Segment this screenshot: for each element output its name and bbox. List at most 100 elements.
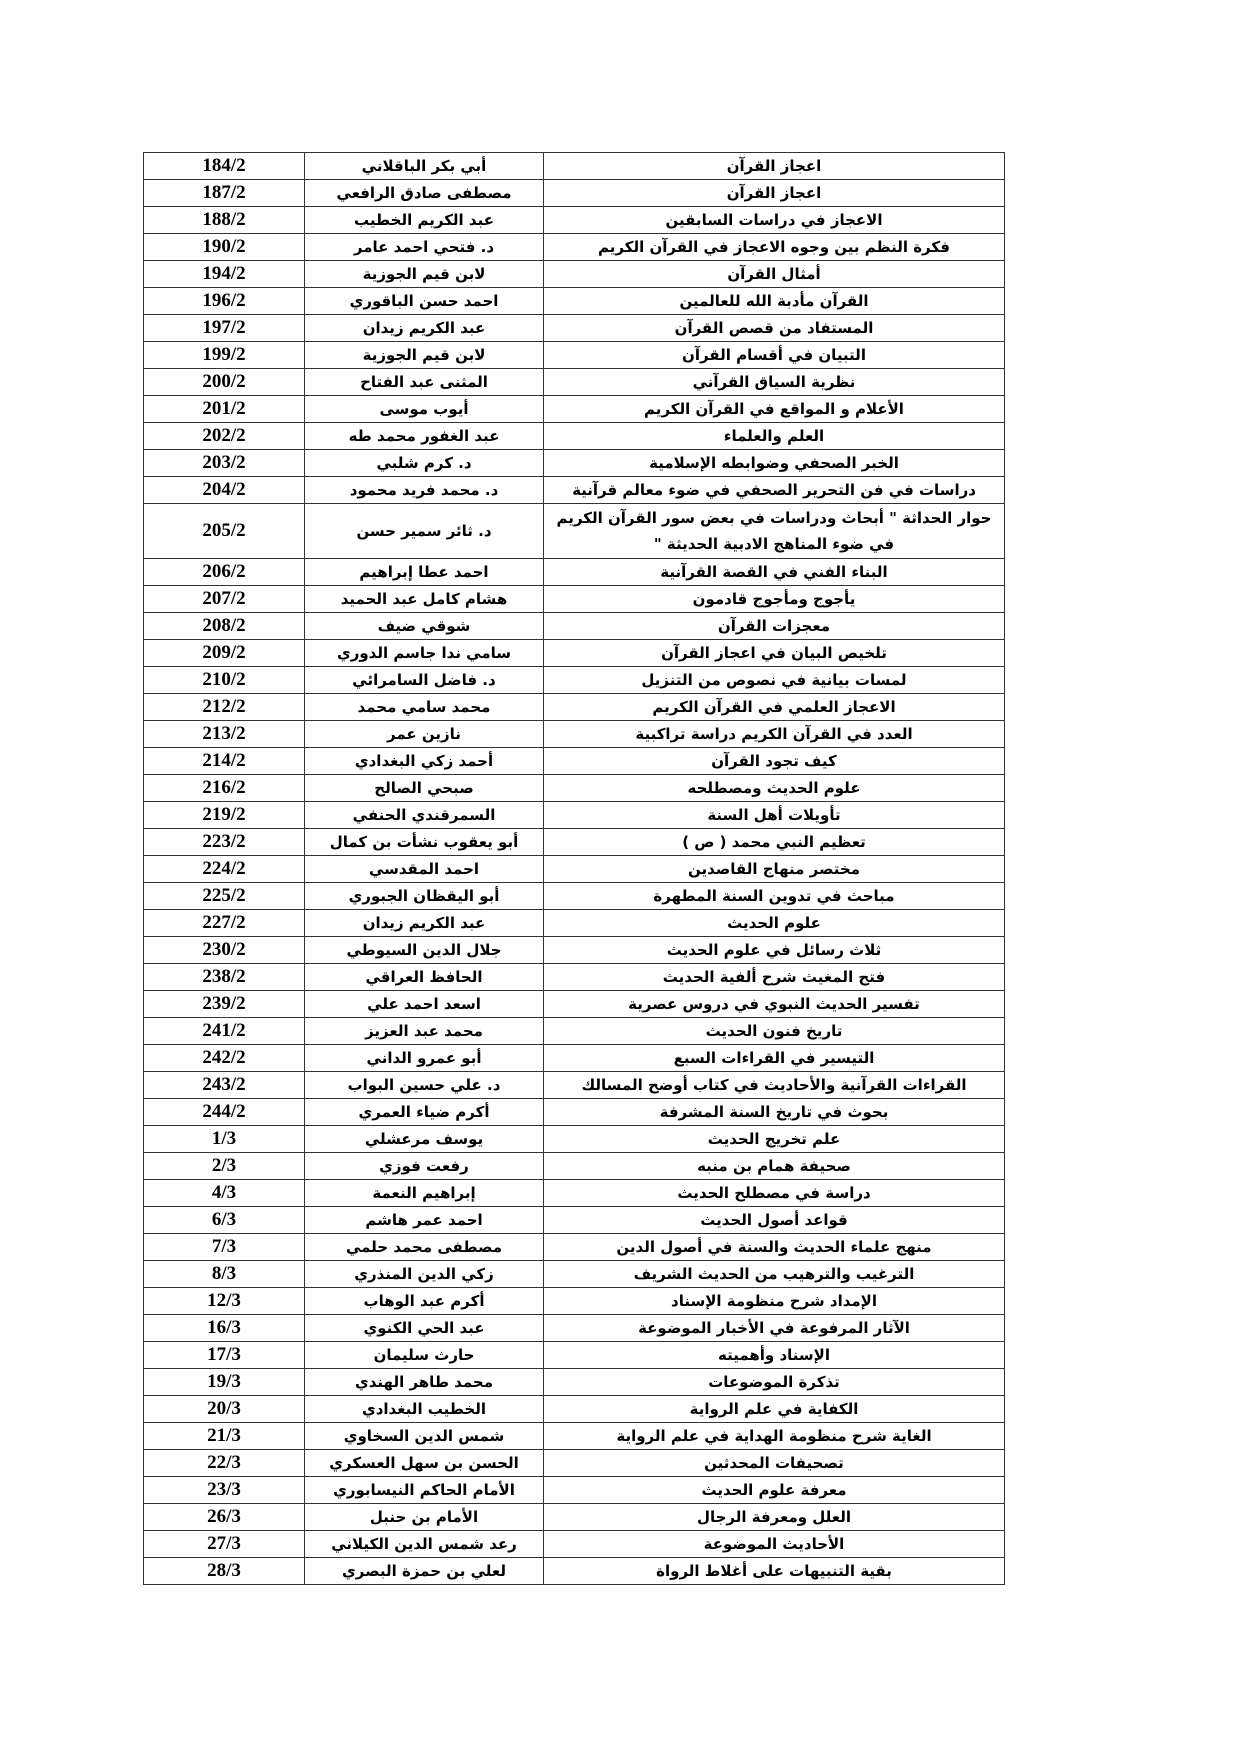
author-cell: حارث سليمان: [304, 1341, 544, 1369]
author-cell: الحسن بن سهل العسكري: [304, 1449, 544, 1477]
reference-cell: 244/2: [143, 1098, 305, 1126]
title-cell: بحوث في تاريخ السنة المشرفة: [543, 1098, 1005, 1126]
table-row: 201/2 أيوب موسى الأعلام و المواقع في القرآ…: [143, 395, 1005, 423]
title-cell: العدد في القرآن الكريم دراسة تراكبية: [543, 720, 1005, 748]
author-cell: د. ثائر سمير حسن: [304, 503, 544, 559]
title-cell: بقية التنبيهات على أغلاط الرواة: [543, 1557, 1005, 1585]
table-row: 207/2 هشام كامل عبد الحميد يأجوج ومأجوج قا…: [143, 585, 1005, 613]
title-cell: الإسناد وأهميته: [543, 1341, 1005, 1369]
title-cell: كيف تجود القرآن: [543, 747, 1005, 775]
table-row: 17/3 حارث سليمان الإسناد وأهميته: [143, 1341, 1005, 1369]
author-cell: هشام كامل عبد الحميد: [304, 585, 544, 613]
author-cell: محمد سامي محمد: [304, 693, 544, 721]
reference-cell: 17/3: [143, 1341, 305, 1369]
table-row: 188/2 عبد الكريم الخطيب الاعجاز في دراسات …: [143, 206, 1005, 234]
reference-cell: 224/2: [143, 855, 305, 883]
title-cell: القرآن مأدبة الله للعالمين: [543, 287, 1005, 315]
reference-cell: 223/2: [143, 828, 305, 856]
reference-cell: 227/2: [143, 909, 305, 937]
table-row: 23/3 الأمام الحاكم النيسابوري معرفة علوم ا…: [143, 1476, 1005, 1504]
title-cell: اعجاز القرآن: [543, 179, 1005, 207]
title-cell: علوم الحديث ومصطلحه: [543, 774, 1005, 802]
table-row: 196/2 احمد حسن الباقوري القرآن مأدبة الله …: [143, 287, 1005, 315]
table-row: 199/2 لابن قيم الجوزية التبيان في أقسام ال…: [143, 341, 1005, 369]
reference-cell: 7/3: [143, 1233, 305, 1261]
author-cell: د. فتحي احمد عامر: [304, 233, 544, 261]
table-row: 6/3 احمد عمر هاشم قواعد أصول الحديث: [143, 1206, 1005, 1234]
table-row: 16/3 عبد الحي الكنوي الآثار المرفوعة في ال…: [143, 1314, 1005, 1342]
reference-cell: 225/2: [143, 882, 305, 910]
author-cell: د. محمد فريد محمود: [304, 476, 544, 504]
author-cell: أبو يعقوب نشأت بن كمال: [304, 828, 544, 856]
title-cell: الإمداد شرح منظومة الإسناد: [543, 1287, 1005, 1315]
title-cell: الخبر الصحفي وضوابطه الإسلامية: [543, 449, 1005, 477]
reference-cell: 209/2: [143, 639, 305, 667]
title-cell: الاعجاز العلمي في القرآن الكريم: [543, 693, 1005, 721]
author-cell: صبحي الصالح: [304, 774, 544, 802]
reference-cell: 20/3: [143, 1395, 305, 1423]
title-cell: الترغيب والترهيب من الحديث الشريف: [543, 1260, 1005, 1288]
table-row: 242/2 أبو عمرو الداني التيسير في القراءات …: [143, 1044, 1005, 1072]
reference-cell: 204/2: [143, 476, 305, 504]
author-cell: المثنى عبد الفتاح: [304, 368, 544, 396]
reference-cell: 207/2: [143, 585, 305, 613]
title-cell: اعجاز القرآن: [543, 152, 1005, 180]
table-row: 12/3 أكرم عبد الوهاب الإمداد شرح منظومة ال…: [143, 1287, 1005, 1315]
reference-cell: 200/2: [143, 368, 305, 396]
books-table-body: 184/2 أبي بكر الباقلاني اعجاز القرآن 187/2 م…: [143, 152, 1005, 1585]
reference-cell: 26/3: [143, 1503, 305, 1531]
author-cell: أكرم ضياء العمري: [304, 1098, 544, 1126]
reference-cell: 4/3: [143, 1179, 305, 1207]
title-cell: تأويلات أهل السنة: [543, 801, 1005, 829]
table-row: 187/2 مصطفى صادق الرافعي اعجاز القرآن: [143, 179, 1005, 207]
title-cell: التيسير في القراءات السبع: [543, 1044, 1005, 1072]
reference-cell: 28/3: [143, 1557, 305, 1585]
reference-cell: 243/2: [143, 1071, 305, 1099]
reference-cell: 22/3: [143, 1449, 305, 1477]
table-row: 27/3 رعد شمس الدين الكيلاني الأحاديث الموض…: [143, 1530, 1005, 1558]
title-cell: أمثال القرآن: [543, 260, 1005, 288]
title-cell: الاعجاز في دراسات السابقين: [543, 206, 1005, 234]
table-row: 203/2 د. كرم شلبي الخبر الصحفي وضوابطه الإ…: [143, 449, 1005, 477]
title-cell: دراسات في فن التحرير الصحفي في ضوء معالم…: [543, 476, 1005, 504]
table-row: 219/2 السمرقندي الحنفي تأويلات أهل السنة: [143, 801, 1005, 829]
author-cell: لابن قيم الجوزية: [304, 341, 544, 369]
reference-cell: 241/2: [143, 1017, 305, 1045]
author-cell: احمد عمر هاشم: [304, 1206, 544, 1234]
table-row: 202/2 عبد الغفور محمد طه العلم والعلماء: [143, 422, 1005, 450]
reference-cell: 199/2: [143, 341, 305, 369]
reference-cell: 16/3: [143, 1314, 305, 1342]
table-row: 8/3 زكي الدين المنذري الترغيب والترهيب من …: [143, 1260, 1005, 1288]
author-cell: احمد عطا إبراهيم: [304, 558, 544, 586]
author-cell: أحمد زكي البغدادي: [304, 747, 544, 775]
author-cell: عبد الكريم زيدان: [304, 909, 544, 937]
title-cell: الآثار المرفوعة في الأخبار الموضوعة: [543, 1314, 1005, 1342]
title-cell: معجزات القرآن: [543, 612, 1005, 640]
author-cell: أبو عمرو الداني: [304, 1044, 544, 1072]
author-cell: د. علي حسين البواب: [304, 1071, 544, 1099]
title-cell: علم تخريج الحديث: [543, 1125, 1005, 1153]
reference-cell: 27/3: [143, 1530, 305, 1558]
author-cell: السمرقندي الحنفي: [304, 801, 544, 829]
reference-cell: 216/2: [143, 774, 305, 802]
table-row: 1/3 يوسف مرعشلي علم تخريج الحديث: [143, 1125, 1005, 1153]
title-cell: تعظيم النبي محمد ( ص ): [543, 828, 1005, 856]
title-cell: منهج علماء الحديث والسنة في أصول الدين: [543, 1233, 1005, 1261]
author-cell: الخطيب البغدادي: [304, 1395, 544, 1423]
table-row: 4/3 إبراهيم النعمة دراسة في مصطلح الحديث: [143, 1179, 1005, 1207]
table-row: 200/2 المثنى عبد الفتاح نظرية السياق القرآ…: [143, 368, 1005, 396]
reference-cell: 196/2: [143, 287, 305, 315]
author-cell: شوقي ضيف: [304, 612, 544, 640]
title-cell: مختصر منهاج القاصدين: [543, 855, 1005, 883]
title-cell: حوار الحداثة " أبحاث ودراسات في بعض سور …: [543, 503, 1005, 559]
title-cell: تصحيفات المحدثين: [543, 1449, 1005, 1477]
reference-cell: 6/3: [143, 1206, 305, 1234]
author-cell: الحافظ العراقي: [304, 963, 544, 991]
reference-cell: 1/3: [143, 1125, 305, 1153]
title-cell: نظرية السياق القرآني: [543, 368, 1005, 396]
title-cell: دراسة في مصطلح الحديث: [543, 1179, 1005, 1207]
title-cell: المستفاد من قصص القرآن: [543, 314, 1005, 342]
title-cell: تفسير الحديث النبوي في دروس عصرية: [543, 990, 1005, 1018]
table-row: 227/2 عبد الكريم زيدان علوم الحديث: [143, 909, 1005, 937]
table-row: 208/2 شوقي ضيف معجزات القرآن: [143, 612, 1005, 640]
